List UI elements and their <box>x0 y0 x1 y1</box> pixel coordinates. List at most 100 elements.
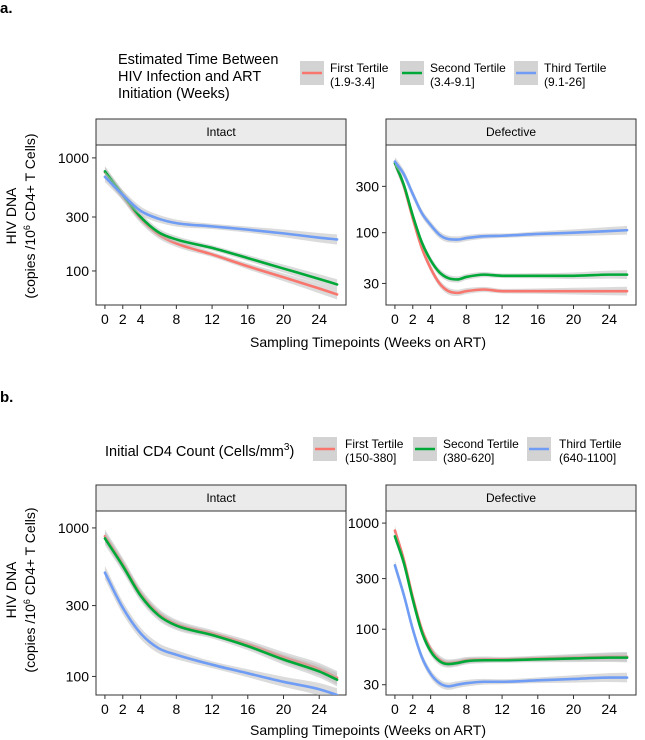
panel-b-intact-series-green-line <box>103 537 339 682</box>
panel-b-defective-xtick-label-0: 0 <box>391 701 399 717</box>
panel-b-intact-ytick-label-1000: 1000 <box>58 520 89 536</box>
y-axis-title-a-line-1: HIV DNA <box>3 187 19 244</box>
panel-a-defective-ytick-label-100: 100 <box>356 225 380 241</box>
legend-b-entry-2-name: Second Tertile <box>443 437 519 451</box>
panel-b-defective-xtick-label-4: 4 <box>427 701 435 717</box>
panel-b-defective-series-green-band <box>394 531 628 668</box>
panel-label-b: b. <box>0 389 13 406</box>
panel-b-defective-xtick-label-24: 24 <box>601 701 617 717</box>
panel-a-intact-ytick-label-1000: 1000 <box>58 150 89 166</box>
panel-a-defective-xtick-label-16: 16 <box>530 311 546 327</box>
panel-b-defective-series-green-line <box>393 535 629 666</box>
panel-b-intact-xtick-label-16: 16 <box>240 701 256 717</box>
y-axis-title-b-line-2: (copies /106 CD4+ T Cells) <box>22 507 38 672</box>
x-axis-title-b: Sampling Timepoints (Weeks on ART) <box>250 722 486 738</box>
panel-b-intact-xtick-label-24: 24 <box>311 701 327 717</box>
panel-b-intact-series-blue-line <box>103 571 339 695</box>
panel-a-defective-ytick-label-300: 300 <box>356 178 380 194</box>
y-axis-title-a: HIV DNA (copies /106 CD4+ T Cells) <box>3 133 38 298</box>
panel-a-defective-series-blue-line <box>393 160 629 241</box>
y-axis-title-b: HIV DNA (copies /106 CD4+ T Cells) <box>3 507 38 672</box>
legend-b: Initial CD4 Count (Cells/mm3) First Tert… <box>105 437 622 465</box>
panel-b-intact-xtick-label-20: 20 <box>276 701 292 717</box>
panel-b-defective-xtick-label-8: 8 <box>462 701 470 717</box>
panel-a-defective-xtick-label-8: 8 <box>462 311 470 327</box>
legend-a-entry-3-range: (9.1-26] <box>544 75 585 89</box>
panel-b-intact-xtick-label-2: 2 <box>119 701 127 717</box>
panel-a-defective-xtick-label-4: 4 <box>427 311 435 327</box>
panel-a-intact-xtick-label-24: 24 <box>311 311 327 327</box>
panel-b-defective-ytick-label-1000: 1000 <box>348 515 379 531</box>
panel-a-defective-frame <box>385 144 637 306</box>
panel-b-defective-series-red-band <box>394 525 628 667</box>
legend-b-entry-1-name: First Tertile <box>345 437 404 451</box>
panel-a-intact-ytick-label-100: 100 <box>66 263 90 279</box>
legend-a-entry-2-name: Second Tertile <box>430 61 506 75</box>
panel-b-defective-ytick-label-30: 30 <box>363 677 379 693</box>
legend-b-entry-1-range: (150-380] <box>345 451 396 465</box>
legend-b-entry-2-range: (380-620] <box>443 451 494 465</box>
panel-b-intact-series-blue-band <box>104 565 338 695</box>
panel-a-intact-xtick-label-8: 8 <box>172 311 180 327</box>
panel-b-intact-ytick-label-300: 300 <box>66 598 90 614</box>
panel-a-defective-xtick-label-2: 2 <box>409 311 417 327</box>
panel-a-intact-series-blue-line <box>103 175 339 241</box>
panel-a-defective-series-blue-band <box>394 157 628 243</box>
panel-b-defective-ytick-label-300: 300 <box>356 571 380 587</box>
panel-b-defective-frame <box>385 510 637 696</box>
panel-b-intact-ytick-label-100: 100 <box>66 668 90 684</box>
panel-b-intact-series-layer <box>103 529 339 695</box>
panel-a-intact-xtick-label-0: 0 <box>101 311 109 327</box>
panel-b-defective-series-layer <box>393 525 629 690</box>
panel-b-defective-ytick-label-100: 100 <box>356 621 380 637</box>
legend-b-title: Initial CD4 Count (Cells/mm3) <box>105 442 294 460</box>
legend-b-entry-3-range: (640-1100] <box>559 451 616 465</box>
panel-b-defective-xtick-label-2: 2 <box>409 701 417 717</box>
panel-a-defective-xtick-label-20: 20 <box>566 311 582 327</box>
panel-b-defective-xtick-label-16: 16 <box>530 701 546 717</box>
panel-b-intact-strip-label: Intact <box>206 491 236 505</box>
panel-a-defective-xtick-label-0: 0 <box>391 311 399 327</box>
legend-b-entry-3-name: Third Tertile <box>559 437 622 451</box>
panel-a-intact-strip-label: Intact <box>206 125 236 139</box>
legend-a-entry-1-name: First Tertile <box>330 61 389 75</box>
panel-a-intact-xtick-label-4: 4 <box>137 311 145 327</box>
panel-b-defective-strip <box>385 484 637 512</box>
panel-a-defective-ytick-label-30: 30 <box>363 275 379 291</box>
panel-a-intact-xtick-label-2: 2 <box>119 311 127 327</box>
panel-a-defective-xtick-label-12: 12 <box>494 311 510 327</box>
legend-a-title-line-1: Estimated Time Between <box>118 52 278 68</box>
legend-a-title-line-2: HIV Infection and ART <box>118 69 261 85</box>
panel-a-intact-xtick-label-12: 12 <box>204 311 220 327</box>
legend-a-entry-2-range: (3.4-9.1] <box>430 75 475 89</box>
panel-b-intact-strip <box>95 484 347 512</box>
panel-a-intact-xtick-label-20: 20 <box>276 311 292 327</box>
panel-a-defective-xtick-label-24: 24 <box>601 311 617 327</box>
panel-a-defective-strip-label: Defective <box>486 125 536 139</box>
panel-a-intact-series-layer <box>103 166 339 300</box>
panel-b-intact-xtick-label-0: 0 <box>101 701 109 717</box>
panel-b-defective-series-blue-line <box>393 564 629 688</box>
legend-a-title-line-3: Initiation (Weeks) <box>118 86 230 102</box>
x-axis-title-a: Sampling Timepoints (Weeks on ART) <box>250 334 486 350</box>
legend-a: Estimated Time Between HIV Infection and… <box>118 52 607 102</box>
panel-b-intact-xtick-label-8: 8 <box>172 701 180 717</box>
panel-a-defective-series-green-line <box>393 161 629 281</box>
panel-a-defective-series-layer <box>393 157 629 297</box>
panel-b-defective-xtick-label-12: 12 <box>494 701 510 717</box>
legend-a-entry-3-name: Third Tertile <box>544 61 607 75</box>
panel-a-intact-xtick-label-16: 16 <box>240 311 256 327</box>
y-axis-title-a-line-2: (copies /106 CD4+ T Cells) <box>22 133 38 298</box>
panel-b-defective-strip-label: Defective <box>486 491 536 505</box>
panel-a-intact-strip <box>95 118 347 146</box>
panel-a-intact-ytick-label-300: 300 <box>66 209 90 225</box>
legend-a-entry-1-range: (1.9-3.4] <box>330 75 375 89</box>
panel-label-a: a. <box>0 0 13 17</box>
panel-b-defective-xtick-label-20: 20 <box>566 701 582 717</box>
